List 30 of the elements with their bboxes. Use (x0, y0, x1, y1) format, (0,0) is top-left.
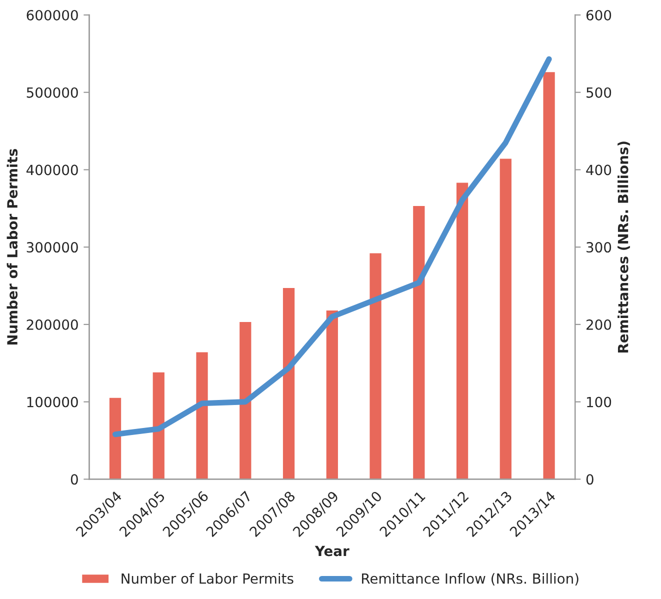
y-tick-label: 500000 (26, 87, 78, 98)
y2-axis-title: Remittances (NRs. Billions) (618, 142, 630, 352)
y2-tick-label: 0 (586, 474, 594, 485)
bar (238, 320, 253, 480)
y-tick-label: 0 (70, 474, 78, 485)
y2-tick-label: 200 (586, 319, 612, 330)
y-tick-label: 200000 (26, 319, 78, 330)
y-tick-label: 100000 (27, 396, 78, 408)
y-tick-label: 400000 (26, 164, 78, 176)
bar (282, 286, 296, 480)
y-tick-label: 600000 (26, 10, 78, 20)
y-tick-label: 300000 (26, 242, 78, 253)
x-axis-title: Year (314, 546, 350, 556)
bar (108, 396, 122, 480)
y2-tick-label: 500 (586, 87, 612, 98)
bar (194, 350, 210, 480)
legend-label: Remittance Inflow (NRs. Billion) (362, 573, 578, 586)
y2-tick-label: 400 (586, 164, 612, 176)
y2-tick-label: 100 (587, 396, 612, 408)
y-axis-title: Number of Labor Permits (6, 149, 18, 345)
bar (412, 204, 426, 480)
bar (368, 252, 383, 480)
y2-tick-label: 600 (586, 10, 612, 20)
legend-label: Number of Labor Permits (122, 573, 294, 584)
bar (151, 370, 166, 480)
bar (455, 181, 470, 480)
y2-tick-label: 300 (586, 242, 612, 253)
bar (542, 70, 556, 480)
bar (498, 157, 513, 480)
bar (324, 309, 340, 480)
